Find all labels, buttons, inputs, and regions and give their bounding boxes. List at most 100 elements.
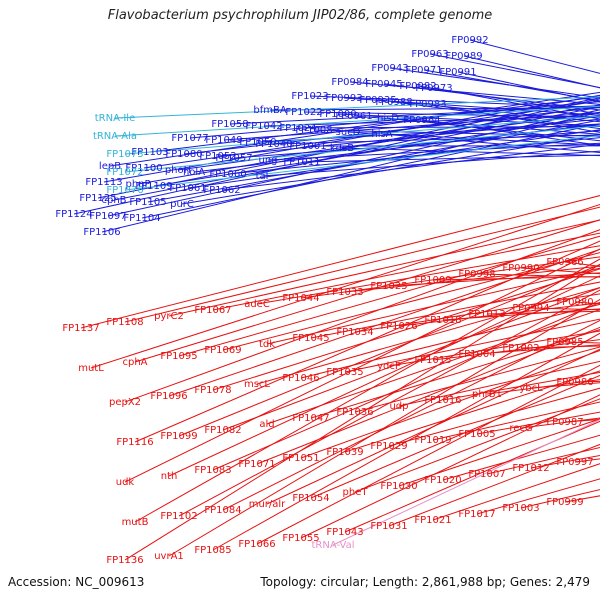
reverse-gene-label: FP1029 xyxy=(370,441,407,452)
label-leader-line xyxy=(310,281,600,339)
forward-gene-label: FP1022 xyxy=(285,107,322,118)
label-leader-line xyxy=(300,303,600,379)
label-leader-line xyxy=(300,349,600,459)
forward-gene-label: kdsB xyxy=(330,143,354,154)
forward-gene-label: FP0963 xyxy=(411,49,448,60)
reverse-gene-label: FP0994 xyxy=(512,303,549,314)
label-leader-line xyxy=(388,443,600,527)
reverse-gene-label: pepX2 xyxy=(109,397,141,408)
trna-reverse-label: tRNA-Val xyxy=(312,540,355,551)
label-leader-line xyxy=(301,154,600,163)
reverse-gene-label: FP1002 xyxy=(502,343,539,354)
label-leader-line xyxy=(310,329,600,419)
forward-gene-label: FP0945 xyxy=(365,79,402,90)
reverse-gene-label: FP0999 xyxy=(546,497,583,508)
label-leader-line xyxy=(124,206,600,323)
forward-gene-label: FP1000 xyxy=(319,109,356,120)
label-leader-line xyxy=(344,265,600,293)
reverse-gene-label: FP1095 xyxy=(160,351,197,362)
reverse-gene-label: FP1009 xyxy=(414,275,451,286)
forward-gene-label: FP1105 xyxy=(129,197,166,208)
label-leader-line xyxy=(229,105,600,125)
forward-gene-label: FP0991 xyxy=(439,67,476,78)
reverse-gene-label: FP1099 xyxy=(160,431,197,442)
reverse-gene-label: FP1137 xyxy=(62,323,99,334)
forward-gene-label: FP1125 xyxy=(79,193,116,204)
label-leader-line xyxy=(212,268,600,391)
reverse-gene-label: FP0966 xyxy=(546,257,583,268)
forward-gene-label: FP1109 xyxy=(135,181,172,192)
label-leader-line xyxy=(149,96,600,153)
label-leader-line xyxy=(134,258,600,523)
label-leader-line xyxy=(90,203,600,369)
reverse-gene-label: FP1030 xyxy=(380,481,417,492)
reverse-gene-label: uvrA1 xyxy=(154,551,184,562)
forward-gene-label: FP1050 xyxy=(239,137,276,148)
label-leader-line xyxy=(354,346,600,413)
reverse-gene-label: FP1055 xyxy=(282,533,319,544)
reverse-gene-label: FP1025 xyxy=(370,281,407,292)
reverse-gene-label: FP1021 xyxy=(414,515,451,526)
label-leader-line xyxy=(263,115,600,127)
reverse-gene-label: ydcP xyxy=(377,361,401,372)
forward-gene-label: FP0982 xyxy=(399,81,436,92)
label-leader-line xyxy=(124,134,600,191)
reverse-gene-label: FP0985 xyxy=(546,337,583,348)
label-leader-line xyxy=(124,248,600,483)
forward-gene-label: FP1023 xyxy=(291,91,328,102)
reverse-gene-label: mutL xyxy=(78,363,104,374)
reverse-gene-label: udk xyxy=(116,477,135,488)
label-leader-line xyxy=(349,81,600,105)
label-leader-line xyxy=(261,150,600,177)
label-leader-line xyxy=(222,287,600,431)
reverse-gene-label: FP1045 xyxy=(292,333,329,344)
reverse-gene-label: FP1036 xyxy=(336,407,373,418)
label-leader-line xyxy=(344,420,600,533)
reverse-gene-label: FP1136 xyxy=(106,555,143,566)
gene-labels: FP0992 FP0989 FP0991 FP0973 FP0983 FP0964 FP09… xyxy=(55,35,593,566)
label-leader-line xyxy=(134,240,600,443)
forward-gene-label: FP0989 xyxy=(445,51,482,62)
label-leader-line xyxy=(398,360,600,407)
forward-gene-label: FP1024 xyxy=(279,123,316,134)
reverse-gene-label: FP1043 xyxy=(326,527,363,538)
forward-gene-label: FP1049 xyxy=(205,135,242,146)
reverse-gene-label: FP1096 xyxy=(150,391,187,402)
forward-gene-label: FP1042 xyxy=(245,121,282,132)
reverse-gene-label: FP1047 xyxy=(292,413,329,424)
reverse-gene-label: FP1003 xyxy=(502,503,539,514)
forward-gene-label: FP1103 xyxy=(131,147,168,158)
label-leader-line xyxy=(256,364,600,545)
forward-gene-label: FP1097 xyxy=(89,211,126,222)
label-leader-line xyxy=(124,263,600,561)
reverse-gene-label: FP1067 xyxy=(194,305,231,316)
forward-gene-label: lepB xyxy=(99,161,121,172)
label-leader-line xyxy=(153,115,600,187)
reverse-gene-label: FP0998 xyxy=(458,269,495,280)
label-leader-line xyxy=(193,123,600,173)
reverse-gene-label: FP1004 xyxy=(458,349,495,360)
reverse-gene-label: recG xyxy=(509,423,532,434)
label-leader-line xyxy=(124,125,600,173)
label-leader-line xyxy=(300,394,600,539)
label-leader-line xyxy=(178,235,600,357)
label-leader-line xyxy=(310,374,600,499)
label-leader-line xyxy=(187,129,600,189)
label-leader-line xyxy=(134,219,600,363)
reverse-gene-label: FP1013 xyxy=(468,309,505,320)
reverse-gene-label: mur/alr xyxy=(249,499,286,510)
forward-gene-label: FP0935 xyxy=(359,95,396,106)
reverse-gene-label: mutB xyxy=(122,517,149,528)
label-leader-line xyxy=(223,112,600,141)
reverse-gene-label: FP0986 xyxy=(556,377,593,388)
reverse-gene-label: ybcL xyxy=(519,383,543,394)
label-leader-line xyxy=(344,318,600,373)
label-leader-line xyxy=(168,219,600,317)
label-leader-line xyxy=(101,111,600,233)
forward-gene-label: bfmBA xyxy=(253,105,286,116)
forward-gene-label: FP0971 xyxy=(405,65,442,76)
forward-gene-label: phnP xyxy=(125,179,150,190)
reverse-gene-label: FP1083 xyxy=(194,465,231,476)
map-title: Flavobacterium psychrophilum JIP02/86, c… xyxy=(107,8,493,23)
